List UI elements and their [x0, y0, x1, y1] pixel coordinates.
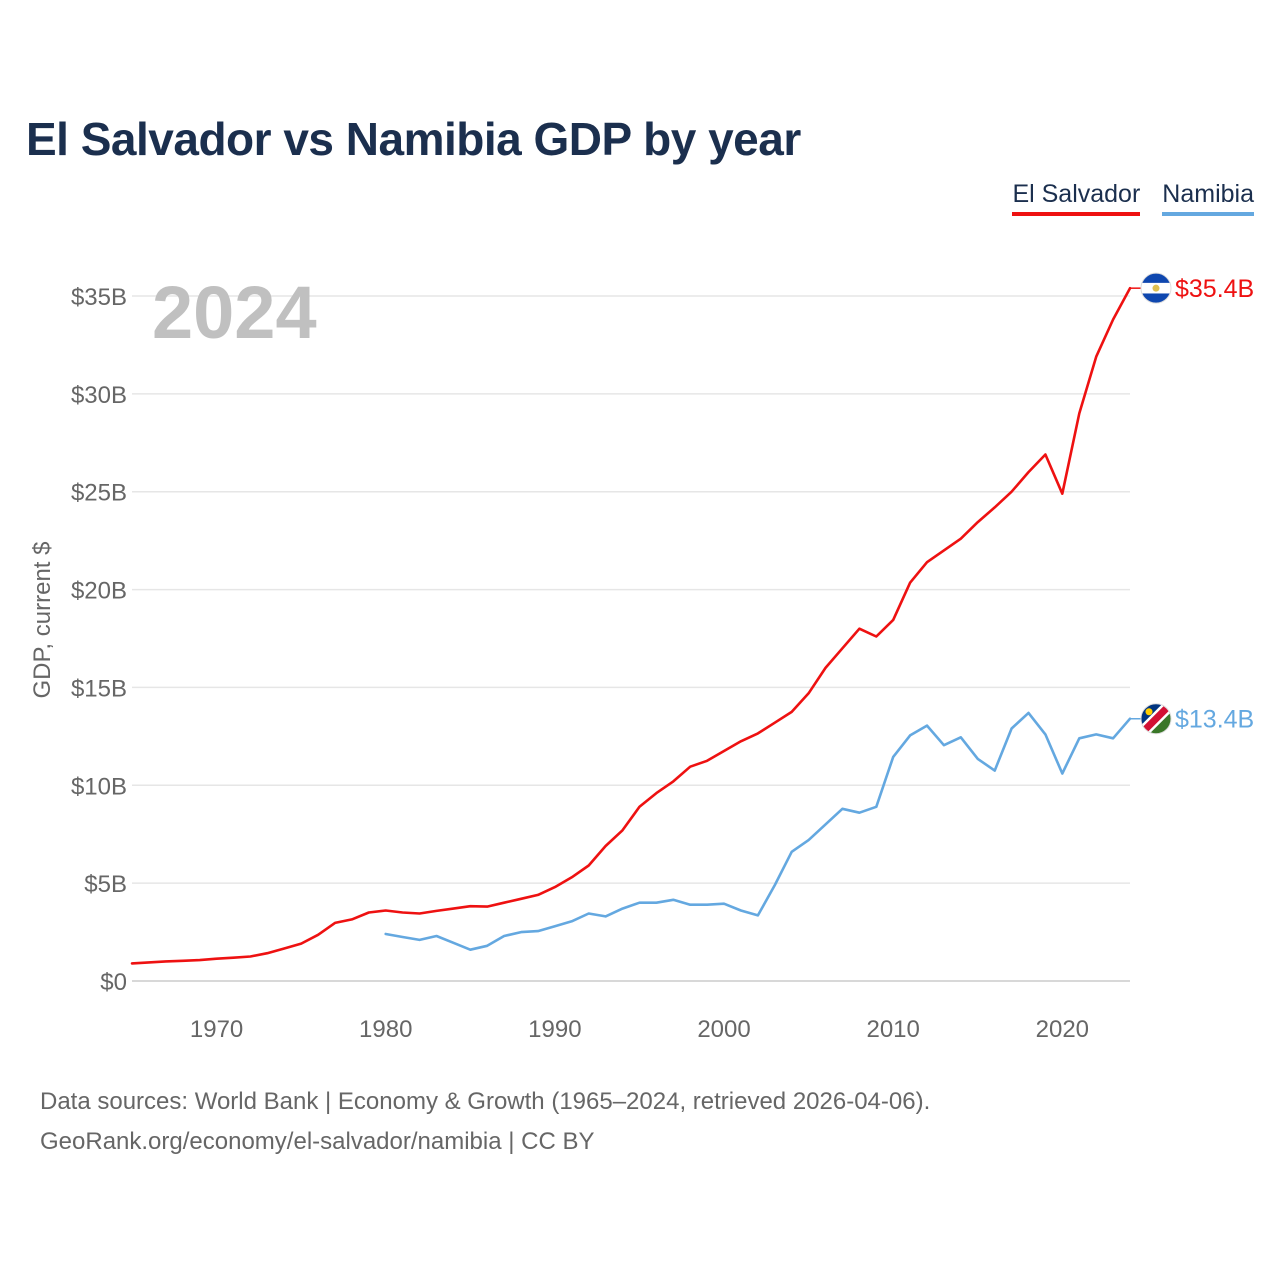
chart-title: El Salvador vs Namibia GDP by year: [26, 113, 801, 165]
y-tick-label: $10B: [71, 773, 127, 800]
x-tick-label: 1970: [190, 1016, 243, 1043]
y-tick-label: $25B: [71, 480, 127, 507]
flag-ring: [1140, 703, 1172, 735]
y-tick-label: $20B: [71, 578, 127, 605]
x-axis-ticks: 1970 1980 1990 2000 2010 2020: [190, 1016, 1089, 1043]
end-value-label: $13.4B: [1175, 706, 1254, 734]
y-axis-ticks: $0 $5B $10B $15B $20B $25B $30B $35B: [71, 284, 127, 996]
y-tick-label: $35B: [71, 284, 127, 311]
x-tick-label: 2000: [697, 1016, 750, 1043]
footer-sources: Data sources: World Bank | Economy & Gro…: [40, 1088, 931, 1115]
series-line-namibia: [384, 711, 1132, 952]
x-tick-label: 2020: [1036, 1016, 1089, 1043]
flag-sun: [1145, 708, 1153, 716]
series-line-el-salvador: [130, 286, 1132, 965]
y-tick-label: $15B: [71, 675, 127, 702]
el-salvador-flag-icon: [1140, 272, 1172, 304]
y-tick-label: $30B: [71, 382, 127, 409]
y-axis-label: GDP, current $: [29, 542, 56, 699]
legend-item-el-salvador[interactable]: El Salvador: [1012, 180, 1141, 216]
x-tick-label: 2010: [866, 1016, 919, 1043]
legend: El Salvador Namibia: [1012, 180, 1254, 216]
y-tick-label: $0: [100, 969, 127, 996]
footer-credit: GeoRank.org/economy/el-salvador/namibia …: [40, 1128, 595, 1155]
x-tick-label: 1990: [528, 1016, 581, 1043]
y-tick-label: $5B: [84, 871, 127, 898]
flag-body: [1141, 703, 1171, 734]
legend-item-namibia[interactable]: Namibia: [1162, 180, 1254, 216]
end-value-label: $35.4B: [1175, 275, 1254, 303]
series-lines: [130, 286, 1132, 965]
namibia-flag-icon: [1140, 703, 1172, 735]
flag-emblem: [1152, 284, 1160, 292]
footer: Data sources: World Bank | Economy & Gro…: [40, 1082, 930, 1162]
flag-body: [1141, 273, 1171, 304]
x-tick-label: 1980: [359, 1016, 412, 1043]
year-label: 2024: [152, 271, 317, 354]
end-markers: $35.4B $13.4B: [1130, 272, 1254, 735]
grid-lines: [132, 295, 1130, 982]
flag-ring: [1140, 272, 1172, 304]
